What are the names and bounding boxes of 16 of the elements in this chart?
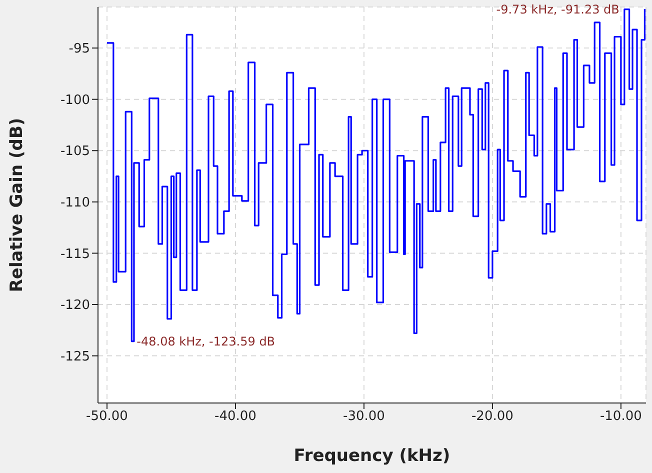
x-tick-label: -50.00 [86,409,128,424]
y-tick-label: -120 [60,298,90,314]
y-tick-label: -110 [60,196,90,211]
y-tick-label: -115 [60,246,90,262]
y-axis-title: Relative Gain (dB) [7,118,28,292]
x-axis-title: Frequency (kHz) [294,446,450,466]
x-tick-label: -30.00 [343,409,385,424]
y-tick-label: -95 [68,42,90,57]
x-tick-label: -40.00 [214,409,256,424]
x-tick-label: -10.00 [600,409,642,424]
annotation: -48.08 kHz, -123.59 dB [136,334,276,349]
y-tick-label: -105 [60,144,90,160]
x-tick-label: -20.00 [471,409,514,424]
y-tick-label: -100 [60,92,90,108]
annotation: -9.73 kHz, -91.23 dB [496,2,620,17]
y-tick-label: -125 [60,349,90,364]
